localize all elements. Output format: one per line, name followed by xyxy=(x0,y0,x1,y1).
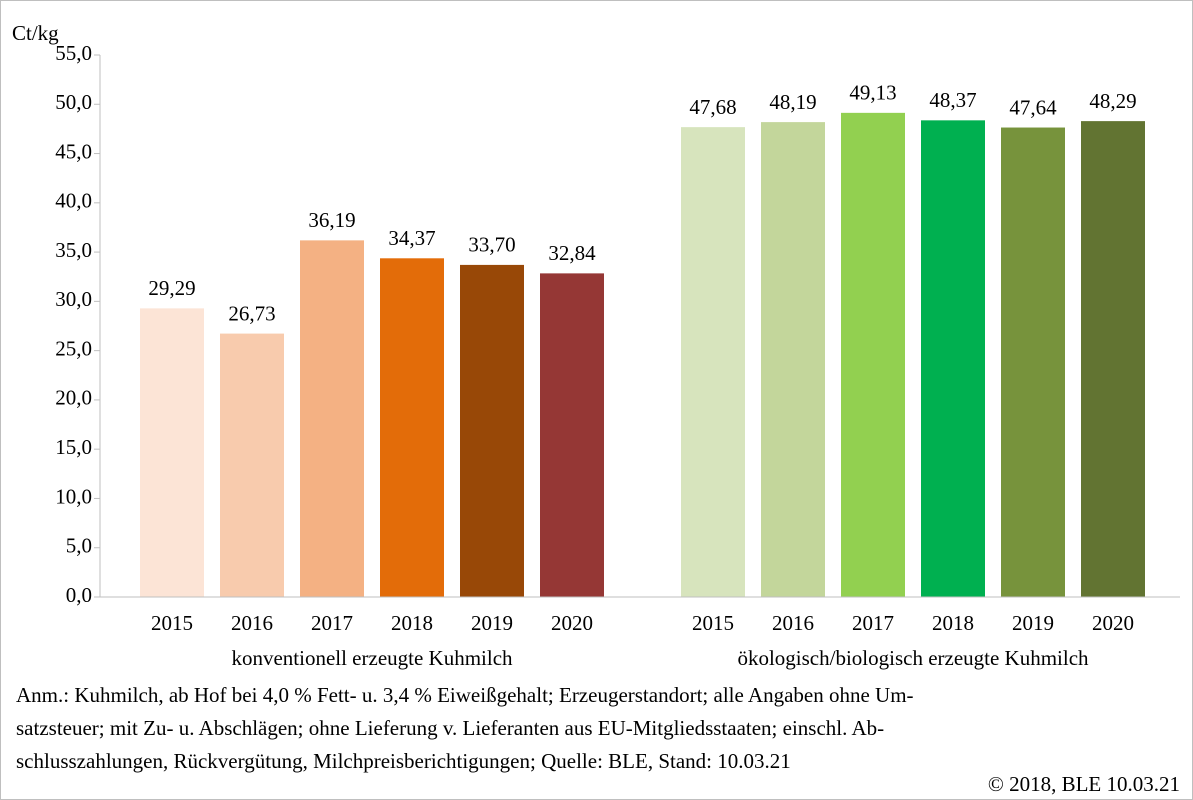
value-label-bg xyxy=(841,82,905,107)
value-label: 47,68 xyxy=(689,95,736,119)
copyright: © 2018, BLE 10.03.21 xyxy=(988,772,1180,796)
y-tick-label: 0,0 xyxy=(66,583,92,607)
x-tick-label: 2017 xyxy=(311,611,353,635)
value-label: 47,64 xyxy=(1009,95,1057,119)
value-label-bg xyxy=(540,243,604,268)
value-label: 36,19 xyxy=(308,208,355,232)
bar xyxy=(140,308,204,597)
value-label: 48,37 xyxy=(929,88,976,112)
y-tick-label: 15,0 xyxy=(55,435,92,459)
note-line: satzsteuer; mit Zu- u. Abschlägen; ohne … xyxy=(16,716,884,740)
value-label: 48,29 xyxy=(1089,89,1136,113)
x-tick-label: 2016 xyxy=(772,611,814,635)
value-label: 34,37 xyxy=(388,226,435,250)
bar xyxy=(921,120,985,598)
value-label: 49,13 xyxy=(849,81,896,105)
y-tick-label: 5,0 xyxy=(66,534,92,558)
bar xyxy=(1081,121,1145,598)
y-tick-label: 45,0 xyxy=(55,139,92,163)
value-label: 29,29 xyxy=(148,276,195,300)
group-label: ökologisch/biologisch erzeugte Kuhmilch xyxy=(737,646,1089,670)
y-axis-label: Ct/kg xyxy=(12,21,59,45)
value-label: 32,84 xyxy=(548,241,596,265)
x-tick-label: 2020 xyxy=(551,611,593,635)
value-label: 48,19 xyxy=(769,90,816,114)
bar xyxy=(681,127,745,598)
value-label-bg xyxy=(380,228,444,253)
y-tick-label: 55,0 xyxy=(55,41,92,65)
value-label-bg xyxy=(140,278,204,303)
x-tick-label: 2015 xyxy=(692,611,734,635)
value-label-bg xyxy=(681,97,745,122)
bar xyxy=(1001,127,1065,598)
value-label-bg xyxy=(1001,97,1065,122)
x-tick-label: 2018 xyxy=(391,611,433,635)
bar xyxy=(841,112,905,597)
y-tick-label: 10,0 xyxy=(55,484,92,508)
value-label-bg xyxy=(300,210,364,235)
bar xyxy=(761,122,825,598)
x-tick-label: 2020 xyxy=(1092,611,1134,635)
value-label-bg xyxy=(921,90,985,115)
bar xyxy=(220,333,284,597)
x-tick-label: 2019 xyxy=(1012,611,1054,635)
x-tick-label: 2015 xyxy=(151,611,193,635)
value-label: 26,73 xyxy=(228,301,275,325)
note-line: schlusszahlungen, Rückvergütung, Milchpr… xyxy=(16,749,791,773)
y-tick-label: 40,0 xyxy=(55,189,92,213)
value-label-bg xyxy=(220,303,284,328)
y-tick-label: 30,0 xyxy=(55,287,92,311)
y-tick-label: 50,0 xyxy=(55,90,92,114)
x-tick-label: 2017 xyxy=(852,611,894,635)
bar xyxy=(300,240,364,597)
note-line: Anm.: Kuhmilch, ab Hof bei 4,0 % Fett- u… xyxy=(16,683,914,707)
bar xyxy=(460,264,524,597)
x-tick-label: 2018 xyxy=(932,611,974,635)
x-tick-label: 2016 xyxy=(231,611,273,635)
bar xyxy=(380,258,444,597)
x-tick-label: 2019 xyxy=(471,611,513,635)
y-tick-label: 20,0 xyxy=(55,386,92,410)
y-tick-label: 35,0 xyxy=(55,238,92,262)
y-tick-label: 25,0 xyxy=(55,336,92,360)
value-label-bg xyxy=(460,234,524,259)
value-label-bg xyxy=(761,92,825,117)
value-label-bg xyxy=(1081,91,1145,116)
bar xyxy=(540,273,604,597)
value-label: 33,70 xyxy=(468,233,515,257)
group-label: konventionell erzeugte Kuhmilch xyxy=(231,646,513,670)
